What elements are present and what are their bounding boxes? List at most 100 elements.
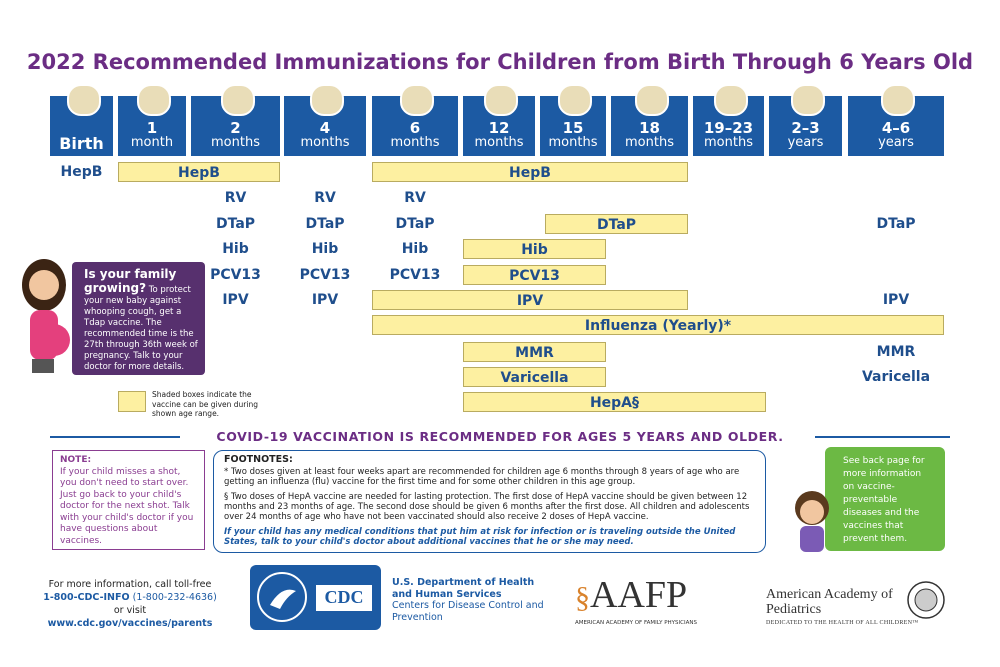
covid-banner: COVID-19 VACCINATION IS RECOMMENDED FOR … [216,429,784,444]
vaccine-dose: PCV13 [299,267,351,283]
legend-text: Shaded boxes indicate the vaccine can be… [152,390,258,418]
age-icon [137,84,171,116]
age-unit: months [300,135,350,150]
age-icon [220,84,255,116]
vaccine-range: DTaP [545,214,688,234]
age-column: 4 months [284,84,366,156]
age-unit: months [704,135,753,150]
vaccine-dose: Hib [311,241,339,257]
vaccine-dose: PCV13 [210,267,261,283]
age-column: 4–6 years [848,84,944,156]
footnotes-closing: If your child has any medical conditions… [224,527,736,547]
aafp-logo: §AAFP [575,574,688,616]
age-unit: months [390,135,440,150]
url: www.cdc.gov/vaccines/parents [47,618,213,629]
vaccine-dose: MMR [876,344,916,360]
vaccine-dose: Hib [401,241,429,257]
vaccine-dose: DTaP [395,216,435,232]
mother-illustration [22,259,70,373]
legend-swatch [118,391,146,412]
contact-text: or visit [113,605,147,616]
age-icon [634,84,669,116]
age-column: Birth [50,84,113,156]
vaccine-dose: DTaP [215,216,256,232]
age-unit: months [548,135,598,150]
age-unit: months [211,135,260,150]
age-number: 19–23 [703,119,754,137]
vaccine-range: HepA§ [463,392,766,412]
vaccine-range: MMR [463,342,606,362]
age-number: 1 [146,119,158,137]
age-number: 12 [488,119,510,137]
covid-rule [50,436,950,438]
vaccine-dose: PCV13 [389,267,441,283]
age-number: 2–3 [791,119,820,137]
pregnancy-heading: Is your family growing? [84,267,177,295]
vaccine-dose: HepB [60,164,103,180]
hhs-dept: U.S. Department of Health and Human Serv… [392,577,535,600]
age-icon [881,84,915,116]
vaccine-range: Varicella [463,367,606,387]
age-unit: months [474,135,524,150]
age-number: 2 [230,119,241,137]
age-number: 15 [562,119,584,137]
vaccine-dose: IPV [882,292,910,308]
age-column: 15 months [540,84,606,156]
vaccine-dose: DTaP [305,216,345,232]
age-number: 6 [409,119,421,137]
hhs-text: U.S. Department of Health and Human Serv… [392,577,552,623]
info-box: See back page for more information on va… [825,447,945,551]
age-number: 18 [639,119,660,137]
aafp-name: AAFP [590,574,688,616]
vaccine-range: Influenza (Yearly)* [372,315,944,335]
age-icon [790,84,825,116]
hhs-centers: Centers for Disease Control and Preventi… [392,600,544,623]
vaccine-dose: Varicella [861,369,931,385]
vaccine-dose: RV [314,190,336,206]
age-icon [484,84,518,116]
vaccine-range: IPV [372,290,688,310]
age-icon [558,84,592,116]
vaccine-dose: Hib [222,241,249,257]
age-icon [400,84,434,116]
age-column: 2 months [191,84,280,156]
age-number: 4 [319,119,331,137]
age-unit: years [878,135,914,150]
age-number: 4–6 [881,119,911,137]
contact-info: For more information, call toll-free 1-8… [40,578,220,630]
age-unit: months [625,135,674,150]
child-illustration [795,491,829,552]
age-unit: month [130,135,174,150]
vaccine-dose: DTaP [876,216,916,232]
vaccine-range: PCV13 [463,265,606,285]
title: 2022 Recommended Immunizations for Child… [26,50,974,74]
aafp-full: AMERICAN ACADEMY OF FAMILY PHYSICIANS [575,620,697,626]
footnotes-box: FOOTNOTES: * Two doses given at least fo… [213,450,766,553]
age-icon [713,84,748,116]
vaccine-dose: IPV [311,292,339,308]
note-text: If your child misses a shot, you don't n… [60,466,194,546]
vaccine-dose: RV [224,190,247,206]
note-box: NOTE: If your child misses a shot, you d… [52,450,205,550]
note-heading: NOTE: [60,455,92,465]
aap-name: American Academy of Pediatrics [766,587,893,617]
hhs-seal [257,572,372,622]
pregnancy-text: To protect your new baby against whoopin… [84,285,198,372]
pregnancy-box: Is your family growing? To protect your … [72,262,205,375]
age-label: Birth [59,134,104,153]
cdc-logo: CDC [250,565,381,630]
age-column: 1 month [118,84,186,156]
age-column: 6 months [372,84,458,156]
vaccine-dose: IPV [222,292,249,308]
vaccine-range: HepB [372,162,688,182]
age-icon [66,84,101,116]
vaccine-dose: RV [404,190,426,206]
age-column: 18 months [611,84,688,156]
age-unit: years [787,135,824,150]
aap-tagline: DEDICATED TO THE HEALTH OF ALL CHILDREN™ [766,620,919,626]
phone: 1-800-CDC-INFO [43,592,130,603]
age-column: 2–3 years [769,84,842,156]
age-column: 19–23 months [693,84,764,156]
age-column: 12 months [463,84,535,156]
